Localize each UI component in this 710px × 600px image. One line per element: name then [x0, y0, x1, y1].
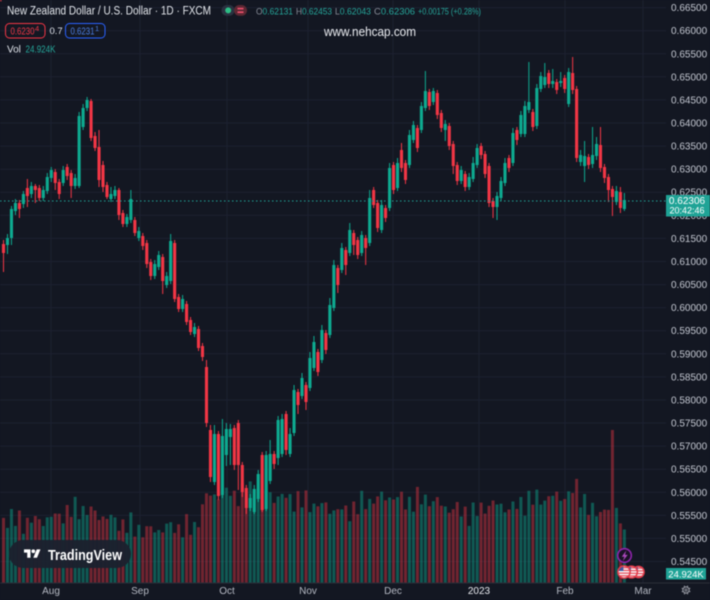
svg-text:2023: 2023: [468, 586, 491, 597]
svg-text:Dec: Dec: [384, 586, 402, 597]
svg-text:0.58000: 0.58000: [671, 396, 708, 407]
svg-text:www.nehcap.com: www.nehcap.com: [323, 24, 416, 39]
svg-text:0.54500: 0.54500: [671, 557, 708, 568]
svg-text:0.63500: 0.63500: [671, 142, 708, 153]
svg-text:0.62306: 0.62306: [669, 196, 706, 207]
svg-text:0.6230: 0.6230: [11, 26, 35, 37]
svg-text:0.56500: 0.56500: [671, 465, 708, 476]
svg-text:Feb: Feb: [556, 586, 574, 597]
svg-text:Nov: Nov: [299, 586, 317, 597]
svg-text:24.924K: 24.924K: [26, 44, 56, 55]
svg-text:O0.62131: O0.62131: [256, 7, 293, 18]
svg-text:0.60500: 0.60500: [671, 280, 708, 291]
svg-text:Oct: Oct: [219, 586, 235, 597]
svg-text:0.62500: 0.62500: [671, 188, 708, 199]
svg-text:0.66000: 0.66000: [671, 26, 708, 37]
svg-text:0.59000: 0.59000: [671, 349, 708, 360]
svg-text:0.63000: 0.63000: [671, 165, 708, 176]
svg-text:H0.62453: H0.62453: [296, 7, 332, 18]
svg-text:1: 1: [95, 24, 99, 33]
svg-text:0.59500: 0.59500: [671, 326, 708, 337]
svg-text:0.58500: 0.58500: [671, 372, 708, 383]
svg-text:Aug: Aug: [42, 586, 60, 597]
svg-text:0.61500: 0.61500: [671, 234, 708, 245]
svg-text:New Zealand Dollar / U.S. Doll: New Zealand Dollar / U.S. Dollar · 1D · …: [7, 6, 211, 18]
svg-text:0.55000: 0.55000: [671, 534, 708, 545]
svg-text:TradingView: TradingView: [48, 548, 123, 564]
svg-text:Mar: Mar: [634, 586, 652, 597]
svg-text:0.6231: 0.6231: [71, 26, 95, 37]
svg-text:Sep: Sep: [131, 586, 149, 597]
svg-text:0.64000: 0.64000: [671, 119, 708, 130]
svg-text:L0.62043: L0.62043: [335, 7, 371, 18]
svg-text:0.56000: 0.56000: [671, 488, 708, 499]
svg-text:4: 4: [35, 24, 39, 33]
svg-text:0.64500: 0.64500: [671, 95, 708, 106]
svg-text:0.66500: 0.66500: [671, 3, 708, 14]
svg-text:20:42:46: 20:42:46: [669, 206, 704, 216]
svg-text:0.65500: 0.65500: [671, 49, 708, 60]
svg-text:0.55500: 0.55500: [671, 511, 708, 522]
svg-text:0.7: 0.7: [50, 26, 63, 37]
svg-text:Vol: Vol: [7, 44, 21, 55]
svg-text:0.57000: 0.57000: [671, 442, 708, 453]
svg-text:+0.00175 (+0.28%): +0.00175 (+0.28%): [418, 7, 481, 18]
svg-text:0.61000: 0.61000: [671, 257, 708, 268]
svg-text:0.57500: 0.57500: [671, 419, 708, 430]
svg-text:0.60000: 0.60000: [671, 303, 708, 314]
svg-text:0.65000: 0.65000: [671, 72, 708, 83]
svg-text:C0.62306: C0.62306: [374, 7, 415, 18]
svg-text:24.924K: 24.924K: [668, 569, 704, 580]
